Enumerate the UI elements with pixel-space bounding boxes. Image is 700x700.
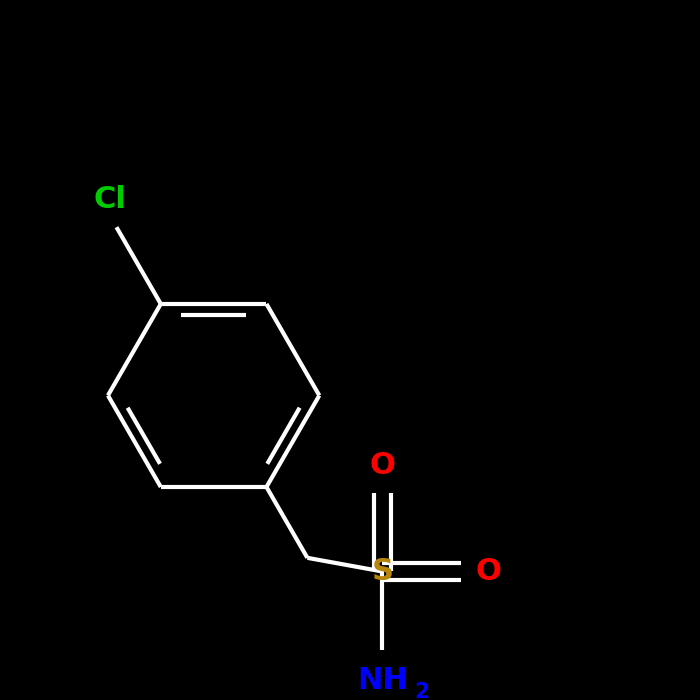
Text: Cl: Cl <box>93 186 126 214</box>
Text: O: O <box>370 452 395 480</box>
Text: S: S <box>372 557 393 586</box>
Text: O: O <box>475 557 501 586</box>
Text: 2: 2 <box>414 682 429 700</box>
Text: NH: NH <box>357 666 408 695</box>
